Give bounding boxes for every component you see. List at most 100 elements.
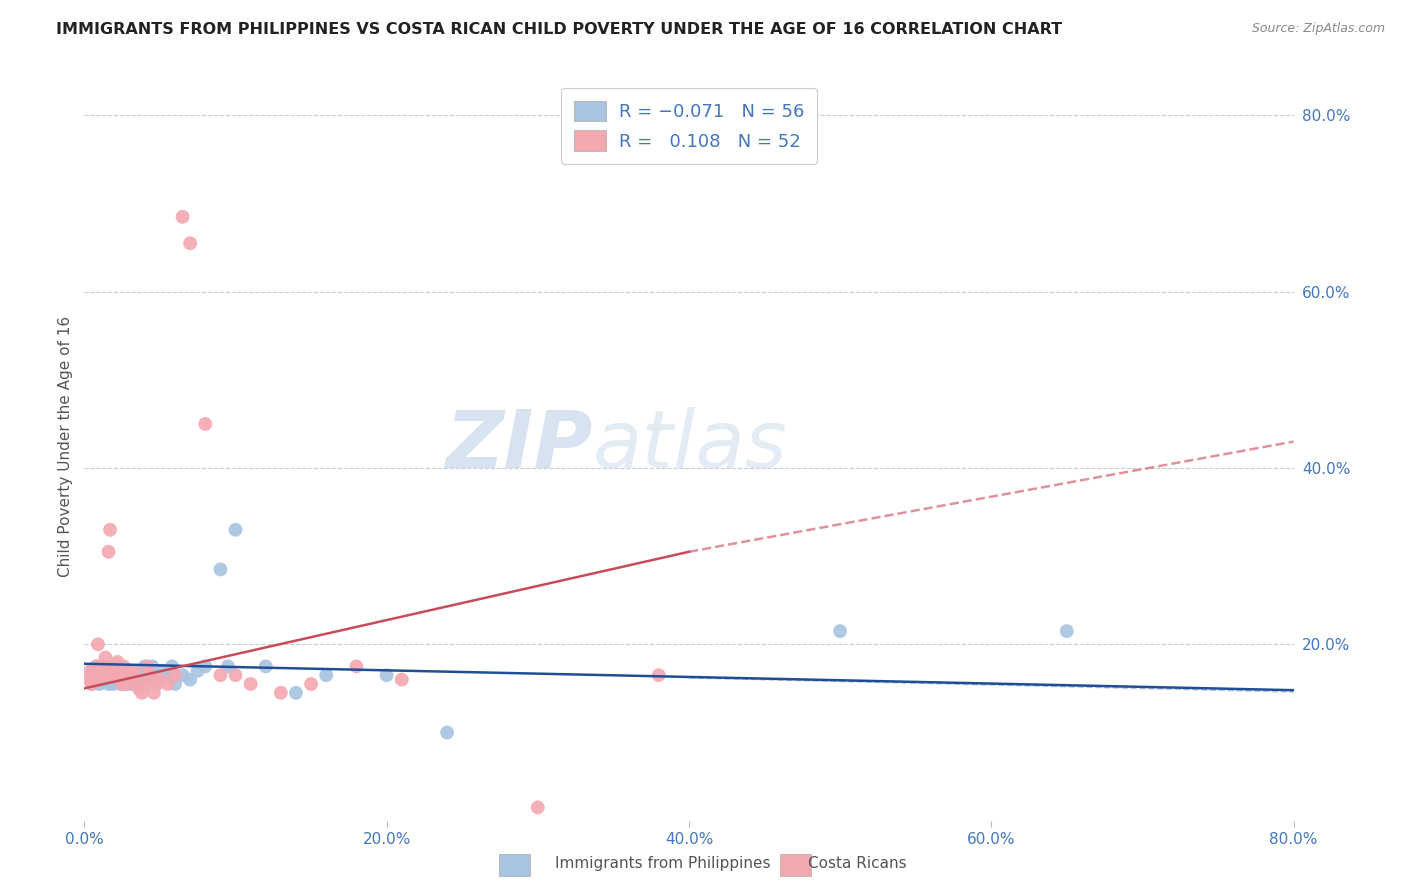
Point <box>149 673 172 687</box>
Point <box>97 677 120 691</box>
Point <box>97 545 120 559</box>
Point <box>179 673 201 687</box>
Point <box>90 664 112 678</box>
Point <box>117 673 139 687</box>
Point <box>648 668 671 682</box>
Point <box>107 655 129 669</box>
Point <box>77 673 100 687</box>
Point <box>146 677 169 691</box>
Point <box>391 673 413 687</box>
Point <box>112 668 135 682</box>
Point <box>209 668 232 682</box>
Point <box>285 686 308 700</box>
Point <box>89 677 111 691</box>
Point <box>105 673 128 687</box>
Point <box>87 673 110 687</box>
Point <box>146 668 169 682</box>
Point <box>104 659 127 673</box>
Point <box>111 677 134 691</box>
Point <box>84 668 107 682</box>
Point <box>254 659 277 673</box>
Point <box>80 677 103 691</box>
Point <box>90 664 112 678</box>
Point <box>527 800 550 814</box>
Legend: R = −0.071   N = 56, R =   0.108   N = 52: R = −0.071 N = 56, R = 0.108 N = 52 <box>561 88 817 164</box>
Point <box>112 659 135 673</box>
Point <box>217 659 239 673</box>
Point <box>82 668 104 682</box>
Point <box>142 686 165 700</box>
Point <box>209 562 232 576</box>
Point <box>194 659 217 673</box>
Point <box>114 664 136 678</box>
Point <box>121 664 143 678</box>
Point <box>94 668 117 682</box>
Point <box>96 668 118 682</box>
Point <box>152 664 174 678</box>
Point <box>315 668 337 682</box>
Point <box>172 668 194 682</box>
Point <box>121 664 143 678</box>
Point <box>79 664 101 678</box>
Point <box>156 668 179 682</box>
Point <box>127 677 149 691</box>
Point <box>117 668 139 682</box>
Point <box>375 668 398 682</box>
Point <box>91 668 114 682</box>
Point <box>108 664 131 678</box>
Text: atlas: atlas <box>592 407 787 485</box>
Point <box>165 677 187 691</box>
Point <box>156 677 179 691</box>
Point <box>1056 624 1078 639</box>
Point <box>87 637 110 651</box>
Point <box>86 659 108 673</box>
Point <box>91 668 114 682</box>
Text: IMMIGRANTS FROM PHILIPPINES VS COSTA RICAN CHILD POVERTY UNDER THE AGE OF 16 COR: IMMIGRANTS FROM PHILIPPINES VS COSTA RIC… <box>56 22 1063 37</box>
Point <box>93 673 115 687</box>
Point <box>96 664 118 678</box>
Point <box>84 673 107 687</box>
Point <box>118 673 141 687</box>
Point <box>270 686 292 700</box>
Point <box>89 659 111 673</box>
Point <box>830 624 852 639</box>
Text: Source: ZipAtlas.com: Source: ZipAtlas.com <box>1251 22 1385 36</box>
Point <box>125 668 148 682</box>
Point <box>179 236 201 251</box>
Point <box>101 677 124 691</box>
Point <box>100 668 122 682</box>
Point <box>118 668 141 682</box>
Point <box>98 523 121 537</box>
Point <box>346 659 368 673</box>
Point <box>105 664 128 678</box>
Point <box>149 673 172 687</box>
Point <box>86 659 108 673</box>
Point <box>93 659 115 673</box>
Point <box>111 673 134 687</box>
Point <box>136 659 159 673</box>
Point <box>134 677 156 691</box>
Point <box>194 417 217 431</box>
Point <box>139 673 162 687</box>
Point <box>131 668 153 682</box>
Point <box>80 677 103 691</box>
Point <box>110 668 132 682</box>
Point <box>115 677 138 691</box>
Point <box>299 677 322 691</box>
Point <box>187 664 209 678</box>
Point <box>120 677 142 691</box>
Text: ZIP: ZIP <box>444 407 592 485</box>
Point <box>160 659 183 673</box>
Point <box>122 673 145 687</box>
Point <box>128 681 150 696</box>
Text: Immigrants from Philippines: Immigrants from Philippines <box>555 856 770 871</box>
Point <box>94 650 117 665</box>
Point <box>172 210 194 224</box>
Point <box>100 668 122 682</box>
Y-axis label: Child Poverty Under the Age of 16: Child Poverty Under the Age of 16 <box>58 316 73 576</box>
Point <box>108 659 131 673</box>
Point <box>239 677 262 691</box>
Point <box>110 677 132 691</box>
Point <box>128 673 150 687</box>
Point <box>114 673 136 687</box>
